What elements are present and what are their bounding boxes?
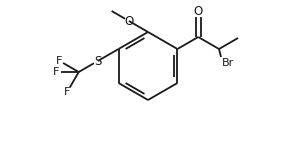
- Text: F: F: [56, 56, 62, 66]
- Text: O: O: [124, 15, 134, 28]
- Text: Br: Br: [222, 58, 234, 68]
- Text: F: F: [64, 87, 70, 97]
- Text: S: S: [94, 54, 101, 67]
- Text: F: F: [52, 67, 59, 77]
- Text: O: O: [194, 4, 203, 17]
